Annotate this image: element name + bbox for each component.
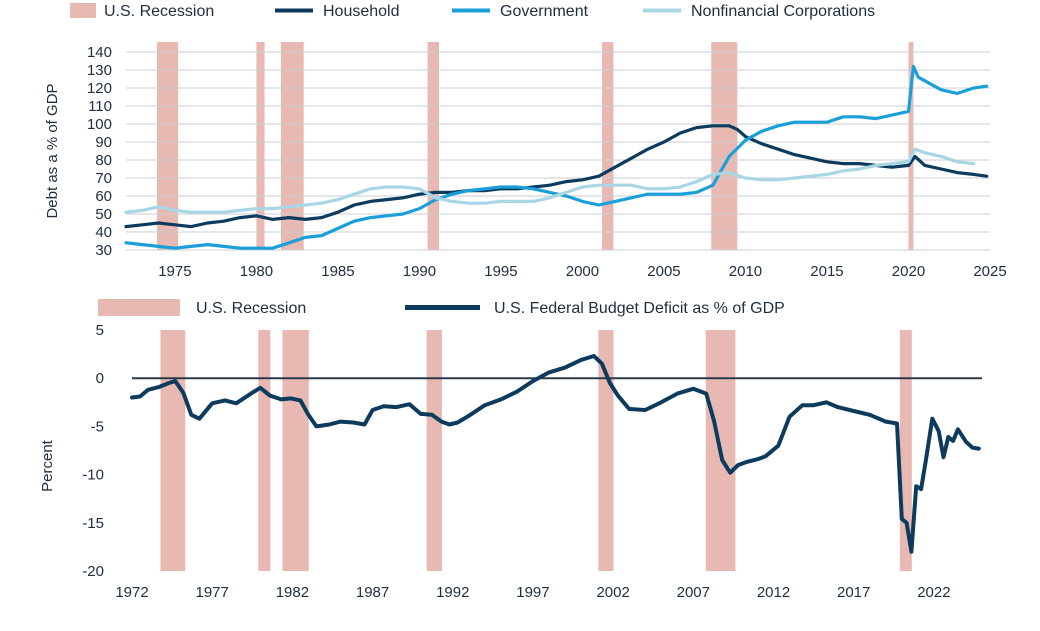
y-tick-0: 0 (96, 370, 104, 387)
x-tick-1990: 1990 (403, 263, 436, 280)
x-tick-2017: 2017 (837, 584, 870, 601)
series-line-household (124, 124, 989, 229)
y-tick-40: 40 (95, 224, 112, 241)
legend-label-u-s-recession: U.S. Recession (196, 300, 306, 317)
series-line-u-s-federal-budget-deficit-as-of-gdp (130, 354, 981, 554)
legend-label-nonfinancial-corporations: Nonfinancial Corporations (691, 3, 875, 20)
legend-swatch-u-s-recession (70, 3, 96, 18)
budget-deficit-chart: 5 0 -5 -10 -15 -20 1972 1977 1982 1987 1992 1997 200… (39, 299, 982, 601)
legend-top: U.S. Recession Household Government Nonfina… (70, 3, 875, 20)
series-line-government (124, 64, 989, 250)
y-tick-130: 130 (87, 62, 112, 79)
recession-band-6 (711, 42, 738, 250)
y-tick-100: 100 (87, 116, 112, 133)
recession-band-7 (908, 42, 914, 250)
x-tick-1985: 1985 (321, 263, 354, 280)
legend-label-u-s-recession: U.S. Recession (104, 3, 214, 20)
y-tick-110: 110 (88, 98, 112, 115)
x-tick-1982: 1982 (276, 584, 309, 601)
series-line-nonfinancial-corporations (124, 147, 976, 214)
x-tick-2012: 2012 (757, 584, 790, 601)
x-tick-1977: 1977 (196, 584, 229, 601)
x-tick-2020: 2020 (892, 263, 925, 280)
legend-swatch-u-s-recession (98, 299, 180, 316)
legend-bottom: U.S. Recession U.S. Federal Budget Defici… (98, 299, 785, 317)
x-tick-2007: 2007 (677, 584, 710, 601)
y-tick-5: 5 (96, 322, 104, 339)
x-tick-1975: 1975 (158, 263, 191, 280)
x-tick-2005: 2005 (647, 263, 680, 280)
x-tick-1997: 1997 (516, 584, 549, 601)
recession-band-5 (598, 330, 614, 571)
recession-band-1 (156, 42, 179, 250)
recession-band-2 (258, 330, 271, 571)
x-tick-2002: 2002 (596, 584, 629, 601)
x-tick-1992: 1992 (436, 584, 469, 601)
x-tick-2015: 2015 (810, 263, 843, 280)
x-tick-2025: 2025 (973, 263, 1006, 280)
y-tick--5: -5 (91, 418, 104, 435)
recession-band-2 (256, 42, 265, 250)
recession-band-1 (160, 330, 186, 571)
recession-band-4 (426, 330, 442, 571)
y-tick-30: 30 (95, 242, 112, 259)
x-tick-1980: 1980 (240, 263, 273, 280)
y-axis-title: Debt as a % of GDP (44, 83, 61, 218)
legend-label-government: Government (500, 3, 589, 20)
y-tick-50: 50 (95, 206, 112, 223)
y-axis-title: Percent (39, 439, 56, 492)
x-tick-1995: 1995 (484, 263, 517, 280)
x-tick-2022: 2022 (917, 584, 950, 601)
y-tick--20: -20 (82, 563, 104, 580)
y-tick-80: 80 (95, 152, 112, 169)
x-tick-1987: 1987 (356, 584, 389, 601)
y-tick-140: 140 (87, 44, 112, 61)
recession-band-3 (282, 330, 309, 571)
legend-label-u-s-federal-budget-deficit-as-of-gdp: U.S. Federal Budget Deficit as % of GDP (494, 300, 785, 317)
y-tick-90: 90 (95, 134, 112, 151)
x-tick-1972: 1972 (115, 584, 148, 601)
x-tick-2000: 2000 (566, 263, 599, 280)
recession-band-5 (602, 42, 614, 250)
y-tick-120: 120 (87, 80, 112, 97)
recession-band-4 (427, 42, 439, 250)
y-tick-60: 60 (95, 188, 112, 205)
x-tick-2010: 2010 (729, 263, 762, 280)
recession-band-3 (280, 42, 304, 250)
legend-label-household: Household (323, 3, 400, 20)
y-tick--15: -15 (82, 515, 104, 532)
y-tick--10: -10 (82, 467, 104, 484)
y-tick-70: 70 (95, 170, 112, 187)
